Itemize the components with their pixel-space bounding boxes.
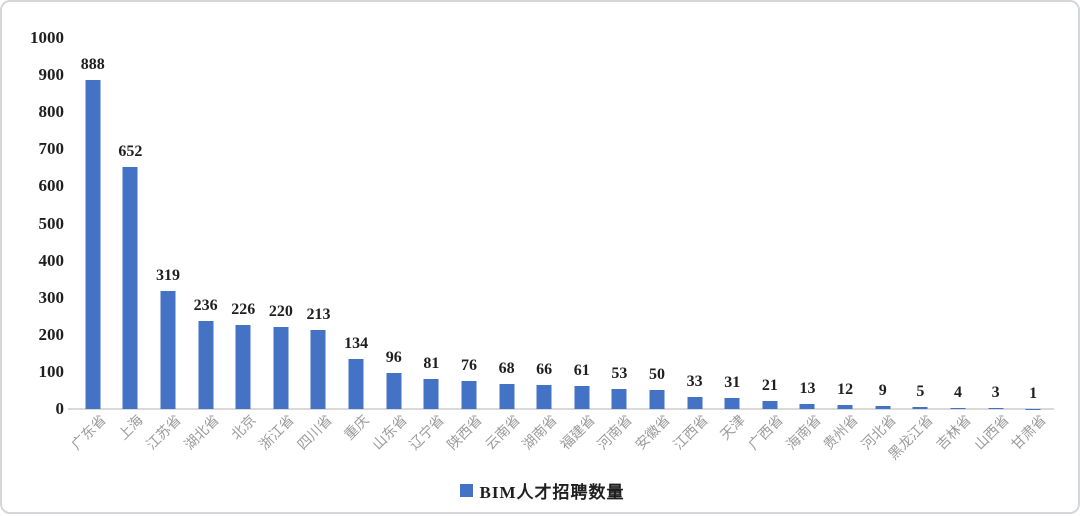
x-axis-tick-label: 河南省 <box>596 413 636 453</box>
x-axis-tick-label: 福建省 <box>558 413 598 453</box>
x-axis-tick-label: 山东省 <box>370 413 410 453</box>
x-axis-tick-label: 上海 <box>117 413 147 443</box>
legend-label: BIM人才招聘数量 <box>480 478 625 503</box>
x-axis-tick-label: 江苏省 <box>144 413 184 453</box>
x-axis-tick-label: 北京 <box>229 413 259 443</box>
x-axis-tick-label: 山西省 <box>972 413 1012 453</box>
x-axis-tick-label: 云南省 <box>483 413 523 453</box>
x-axis-tick-label: 海南省 <box>784 413 824 453</box>
x-axis-tick-label: 天津 <box>718 413 748 443</box>
x-axis-tick-label: 吉林省 <box>934 413 974 453</box>
legend-swatch-icon <box>460 484 473 497</box>
legend: BIM人才招聘数量 <box>2 478 1080 503</box>
x-axis-tick-label: 辽宁省 <box>408 413 448 453</box>
x-axis-tick-label: 安徽省 <box>633 413 673 453</box>
x-axis-tick-label: 广东省 <box>69 413 109 453</box>
x-axis-tick-label: 广西省 <box>746 413 786 453</box>
x-axis-tick-label: 湖南省 <box>521 413 561 453</box>
x-axis-tick-label: 重庆 <box>342 413 372 443</box>
x-axis-tick-label: 贵州省 <box>821 413 861 453</box>
x-axis-tick-label: 浙江省 <box>257 413 297 453</box>
x-axis-tick-label: 陕西省 <box>445 413 485 453</box>
x-axis-tick-label: 甘肃省 <box>1010 413 1050 453</box>
x-axis-tick-label: 四川省 <box>295 413 335 453</box>
x-axis-tick-label: 湖北省 <box>182 413 222 453</box>
x-axis-tick-label: 江西省 <box>671 413 711 453</box>
